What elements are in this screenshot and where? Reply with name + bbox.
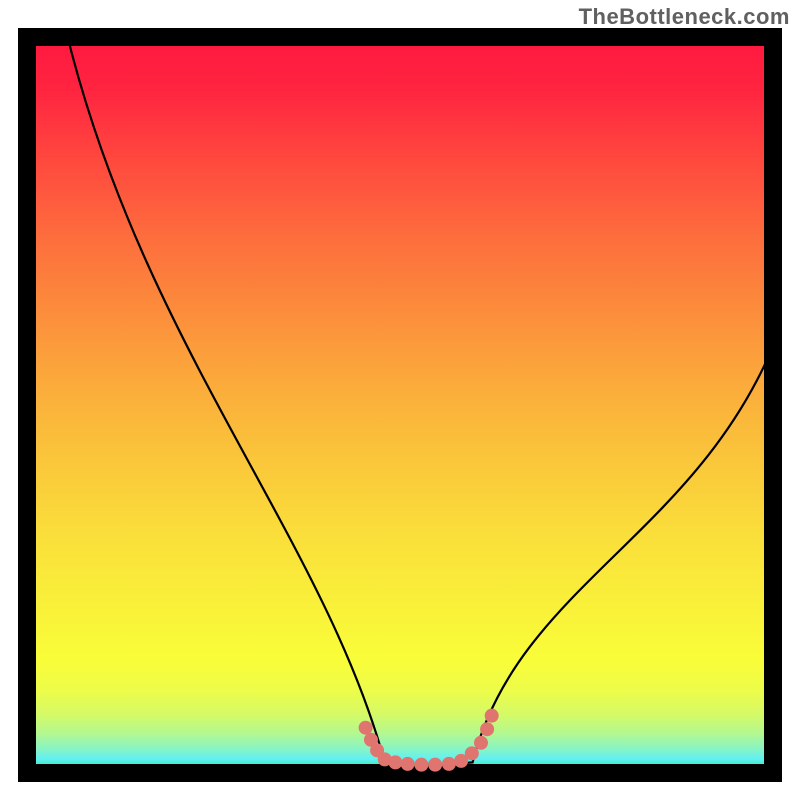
trough-marker	[465, 746, 479, 760]
trough-marker	[359, 721, 373, 735]
trough-marker	[480, 722, 494, 736]
trough-marker	[388, 755, 402, 769]
watermark-text: TheBottleneck.com	[579, 4, 790, 30]
chart-container: TheBottleneck.com	[0, 0, 800, 800]
gradient-background	[18, 28, 782, 782]
trough-marker	[474, 736, 488, 750]
trough-marker	[428, 758, 442, 772]
trough-marker	[401, 757, 415, 771]
trough-marker	[485, 709, 499, 723]
trough-marker	[442, 757, 456, 771]
bottleneck-chart	[18, 28, 782, 782]
trough-marker	[414, 758, 428, 772]
plot-area	[18, 28, 782, 782]
